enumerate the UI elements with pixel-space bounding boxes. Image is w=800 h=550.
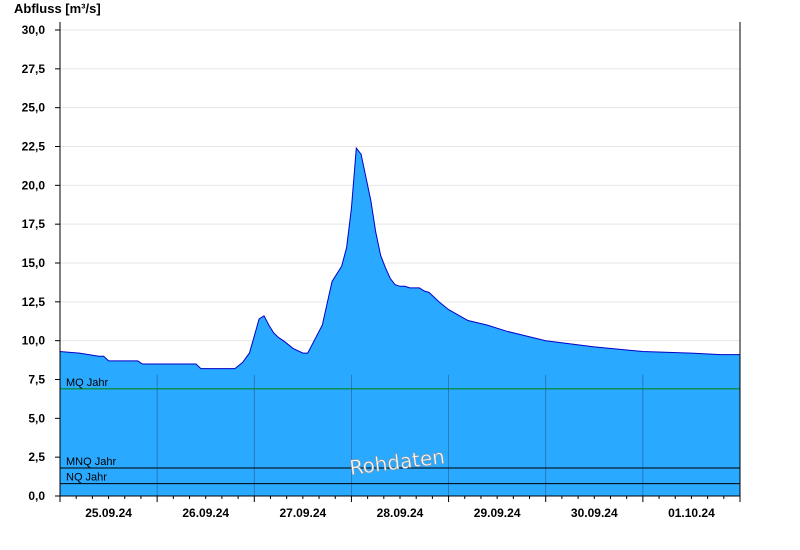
x-tick-label-2: 27.09.24 <box>279 506 326 520</box>
y-tick-label-11: 27,5 <box>22 62 46 76</box>
y-tick-label-4: 10,0 <box>22 334 46 348</box>
x-tick-label-5: 30.09.24 <box>571 506 618 520</box>
reference-label-0: MQ Jahr <box>66 377 109 389</box>
axes <box>55 22 741 502</box>
day-divider-lines <box>156 374 644 496</box>
x-tick-label-4: 29.09.24 <box>474 506 521 520</box>
x-tick-label-1: 26.09.24 <box>182 506 229 520</box>
reference-label-2: NQ Jahr <box>66 472 107 484</box>
y-tick-label-3: 7,5 <box>28 373 45 387</box>
y-tick-label-8: 20,0 <box>22 178 46 192</box>
y-tick-label-1: 2,5 <box>28 450 45 464</box>
discharge-area <box>59 146 741 497</box>
y-tick-label-10: 25,0 <box>22 101 46 115</box>
x-tick-label-3: 28.09.24 <box>377 506 424 520</box>
x-tick-label-0: 25.09.24 <box>85 506 132 520</box>
y-tick-label-6: 15,0 <box>22 256 46 270</box>
y-tick-label-9: 22,5 <box>22 140 46 154</box>
y-tick-labels: 0,0 2,5 5,0 7,5 10,0 12,5 15,0 17,5 20,0 22,5 25,0… <box>22 23 46 503</box>
y-tick-label-12: 30,0 <box>22 23 46 37</box>
reference-label-1: MNQ Jahr <box>66 456 116 468</box>
x-tick-labels: 25.09.24 26.09.24 27.09.24 28.09.24 29.09.24… <box>85 506 715 520</box>
y-tick-label-0: 0,0 <box>28 489 45 503</box>
y-tick-label-5: 12,5 <box>22 295 46 309</box>
y-axis-label: Abfluss [m³/s] <box>14 1 101 16</box>
y-tick-label-7: 17,5 <box>22 217 46 231</box>
x-tick-label-6: 01.10.24 <box>668 506 715 520</box>
y-tick-label-2: 5,0 <box>28 411 45 425</box>
reference-lines: MQ Jahr MNQ Jahr NQ Jahr <box>60 377 740 485</box>
